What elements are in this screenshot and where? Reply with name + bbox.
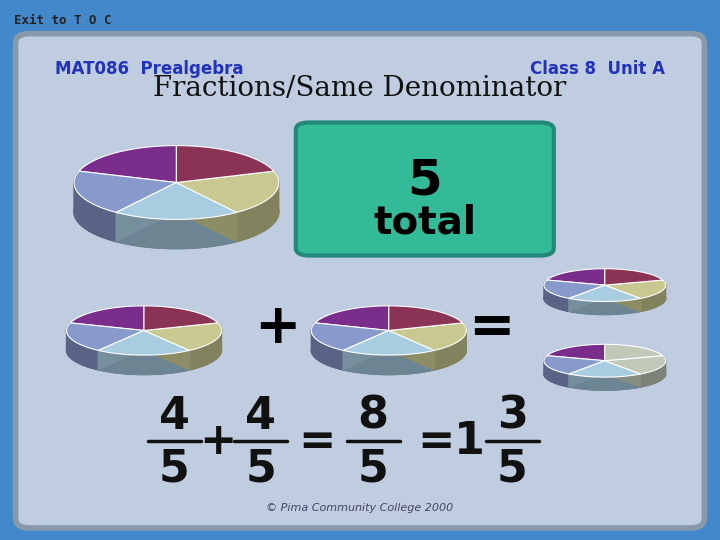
- Polygon shape: [176, 183, 237, 241]
- Polygon shape: [74, 171, 176, 212]
- Polygon shape: [66, 323, 144, 350]
- Polygon shape: [605, 345, 662, 361]
- Polygon shape: [189, 329, 222, 370]
- Polygon shape: [605, 285, 641, 312]
- Polygon shape: [79, 146, 176, 183]
- Polygon shape: [569, 285, 641, 301]
- Polygon shape: [569, 299, 641, 314]
- Text: 5: 5: [159, 447, 190, 490]
- Polygon shape: [605, 280, 666, 312]
- Text: 5: 5: [246, 447, 276, 490]
- Polygon shape: [569, 361, 605, 387]
- Text: Exit to T O C: Exit to T O C: [14, 14, 112, 27]
- Text: =: =: [418, 420, 455, 463]
- Polygon shape: [605, 285, 641, 312]
- Text: =: =: [468, 301, 514, 355]
- Polygon shape: [605, 356, 666, 387]
- Polygon shape: [569, 285, 605, 312]
- Polygon shape: [311, 329, 343, 370]
- Polygon shape: [311, 323, 389, 350]
- Polygon shape: [389, 330, 434, 370]
- FancyBboxPatch shape: [16, 33, 704, 528]
- Polygon shape: [176, 146, 274, 183]
- Polygon shape: [176, 171, 279, 241]
- Text: 4: 4: [245, 395, 276, 438]
- Text: MAT086  Prealgebra: MAT086 Prealgebra: [55, 60, 244, 78]
- Text: Class 8  Unit A: Class 8 Unit A: [530, 60, 665, 78]
- Polygon shape: [176, 171, 279, 212]
- Polygon shape: [544, 356, 605, 387]
- Text: =: =: [298, 420, 336, 463]
- Polygon shape: [343, 330, 389, 370]
- Polygon shape: [544, 360, 569, 387]
- Polygon shape: [569, 361, 605, 387]
- Text: 3: 3: [497, 395, 528, 438]
- Text: 4: 4: [159, 395, 190, 438]
- Polygon shape: [116, 183, 176, 241]
- Polygon shape: [343, 350, 434, 375]
- Polygon shape: [434, 329, 467, 370]
- Polygon shape: [389, 323, 467, 350]
- Polygon shape: [343, 330, 434, 355]
- Polygon shape: [343, 350, 434, 375]
- Polygon shape: [71, 306, 144, 330]
- Polygon shape: [116, 183, 237, 219]
- Polygon shape: [116, 212, 237, 248]
- Polygon shape: [605, 356, 666, 374]
- Polygon shape: [237, 181, 279, 241]
- Polygon shape: [544, 356, 605, 374]
- Polygon shape: [547, 269, 605, 285]
- Polygon shape: [315, 306, 389, 330]
- Polygon shape: [343, 330, 389, 370]
- Text: 5: 5: [358, 447, 389, 490]
- Text: Fractions/Same Denominator: Fractions/Same Denominator: [153, 75, 567, 102]
- Polygon shape: [389, 306, 462, 330]
- Polygon shape: [544, 284, 569, 312]
- Text: © Pima Community College 2000: © Pima Community College 2000: [266, 503, 454, 513]
- Polygon shape: [569, 374, 641, 390]
- Polygon shape: [544, 280, 605, 299]
- Polygon shape: [569, 374, 641, 390]
- Polygon shape: [144, 330, 189, 370]
- Polygon shape: [74, 171, 176, 241]
- Polygon shape: [116, 212, 237, 248]
- Polygon shape: [116, 183, 176, 241]
- Polygon shape: [66, 329, 99, 370]
- Text: total: total: [373, 203, 477, 241]
- Polygon shape: [569, 361, 641, 377]
- Polygon shape: [99, 330, 144, 370]
- Polygon shape: [641, 284, 666, 312]
- Polygon shape: [314, 195, 317, 228]
- Polygon shape: [99, 330, 144, 370]
- Polygon shape: [605, 280, 666, 299]
- Polygon shape: [605, 361, 641, 387]
- Polygon shape: [311, 323, 389, 370]
- Polygon shape: [144, 323, 222, 370]
- Polygon shape: [641, 360, 666, 387]
- Polygon shape: [389, 323, 467, 370]
- Polygon shape: [569, 299, 641, 314]
- Polygon shape: [569, 285, 605, 312]
- Text: +: +: [199, 420, 236, 463]
- Polygon shape: [99, 350, 189, 375]
- Polygon shape: [176, 183, 237, 241]
- Polygon shape: [144, 330, 189, 370]
- Polygon shape: [99, 330, 189, 355]
- Polygon shape: [547, 345, 605, 361]
- FancyBboxPatch shape: [296, 123, 554, 255]
- Polygon shape: [66, 323, 144, 370]
- Polygon shape: [389, 330, 434, 370]
- Text: 1: 1: [454, 420, 485, 463]
- Polygon shape: [605, 269, 662, 285]
- Polygon shape: [605, 361, 641, 387]
- Polygon shape: [74, 181, 116, 241]
- Polygon shape: [144, 306, 217, 330]
- Text: 5: 5: [408, 157, 442, 205]
- Text: 5: 5: [497, 447, 528, 490]
- Polygon shape: [99, 350, 189, 375]
- Text: +: +: [254, 301, 300, 355]
- Text: 8: 8: [358, 395, 389, 438]
- Polygon shape: [544, 280, 605, 312]
- Polygon shape: [144, 323, 222, 350]
